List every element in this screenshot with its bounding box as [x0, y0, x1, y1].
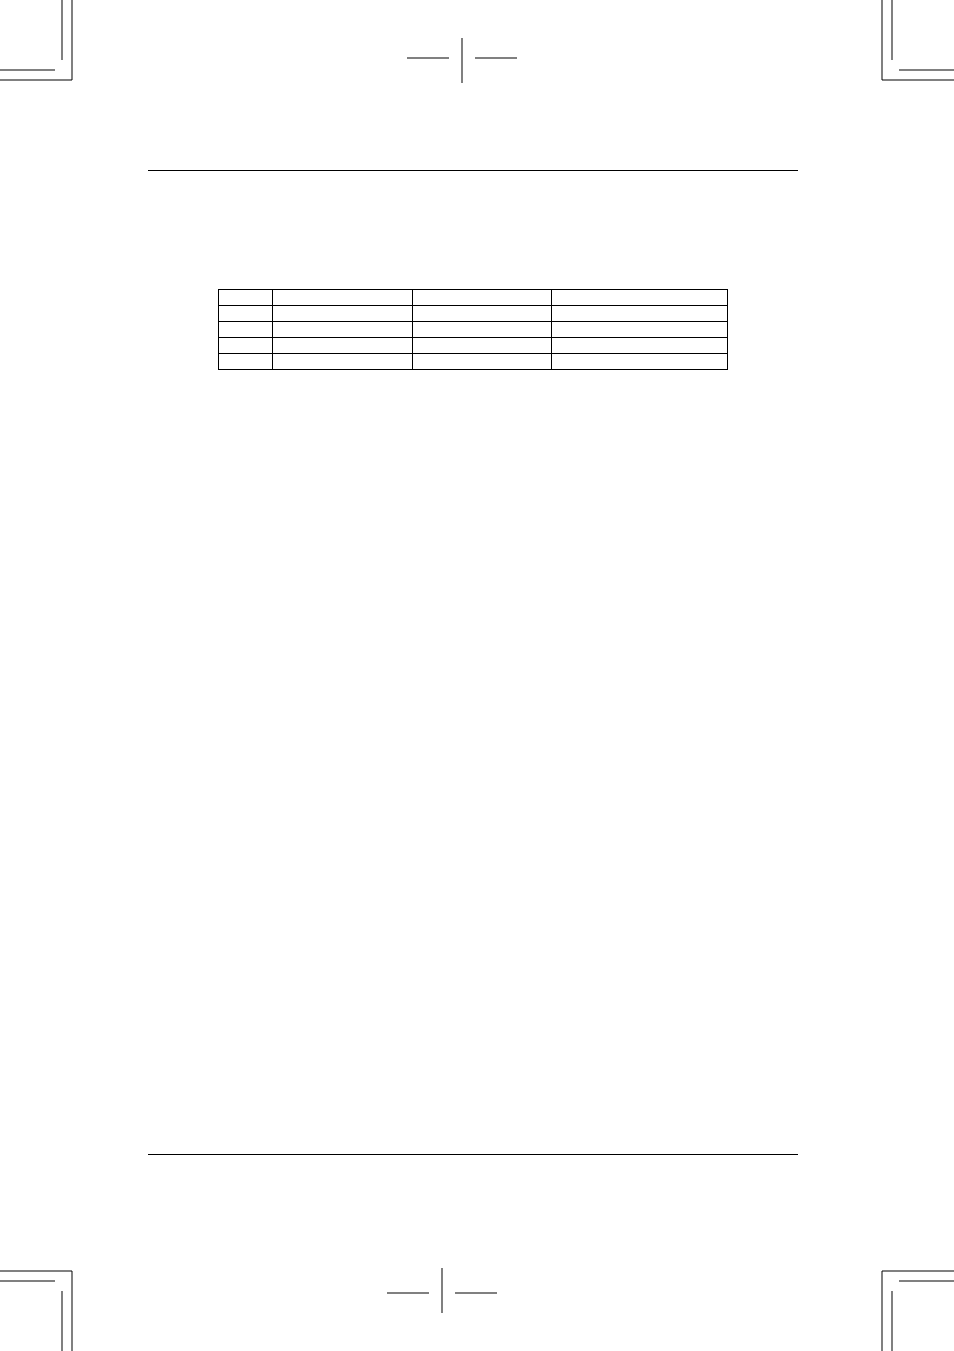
table-cell [219, 354, 273, 370]
table-cell [552, 290, 728, 306]
footer-rule [148, 1154, 798, 1155]
table-cell [272, 290, 412, 306]
table-cell [272, 338, 412, 354]
header-rule [148, 170, 798, 171]
crop-mark-bottom-left [0, 1261, 90, 1351]
registration-mark-top [407, 38, 517, 88]
page-content [148, 150, 798, 370]
table-cell [552, 338, 728, 354]
table-cell [552, 354, 728, 370]
table-cell [412, 338, 552, 354]
table-row [219, 338, 728, 354]
table-cell [412, 290, 552, 306]
table-cell [272, 354, 412, 370]
table-cell [412, 322, 552, 338]
table-cell [412, 306, 552, 322]
table-cell [219, 306, 273, 322]
table-cell [272, 322, 412, 338]
table-row [219, 354, 728, 370]
table-cell [219, 338, 273, 354]
table-cell [412, 354, 552, 370]
registration-mark-bottom [387, 1263, 497, 1313]
table-row [219, 322, 728, 338]
table-cell [219, 290, 273, 306]
table-cell [552, 306, 728, 322]
data-table [218, 289, 728, 370]
crop-mark-top-left [0, 0, 90, 90]
table-cell [552, 322, 728, 338]
table-cell [219, 322, 273, 338]
table-row [219, 290, 728, 306]
table-cell [272, 306, 412, 322]
table-row [219, 306, 728, 322]
crop-mark-top-right [864, 0, 954, 90]
crop-mark-bottom-right [864, 1261, 954, 1351]
